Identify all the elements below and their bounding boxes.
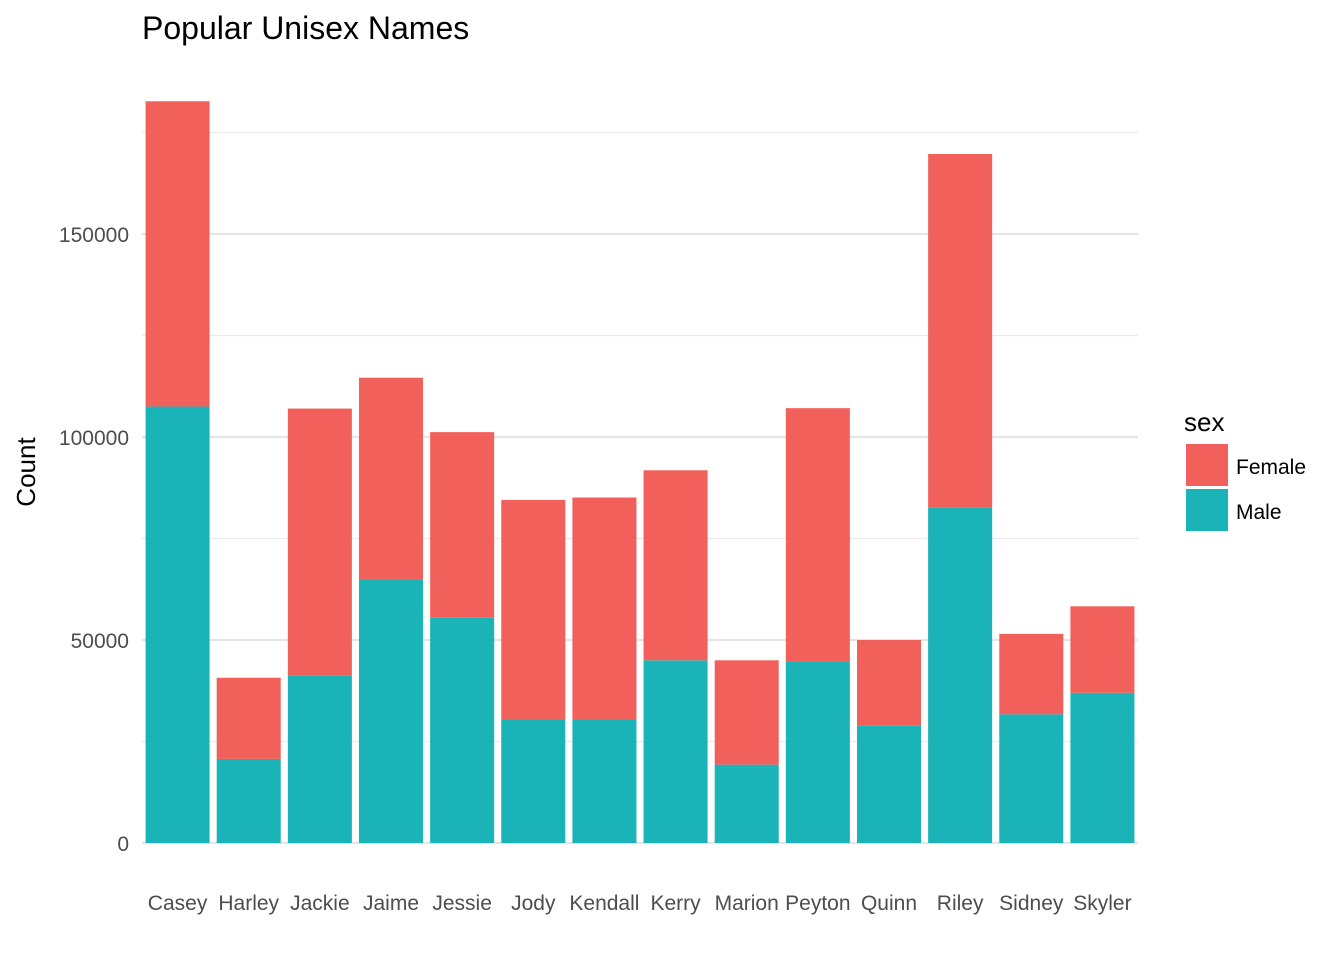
y-axis-title: Count (11, 437, 41, 507)
x-tick-label: Kerry (650, 892, 701, 915)
bar-male-quinn (856, 725, 922, 843)
bar-female-quinn (856, 640, 922, 726)
bar-male-skyler (1070, 692, 1135, 843)
bar-female-jessie (430, 432, 495, 618)
x-tick-label: Harley (218, 892, 279, 915)
bar-male-peyton (785, 661, 850, 843)
x-tick-label: Casey (148, 892, 208, 915)
x-tick-label: Riley (937, 892, 984, 915)
bar-female-marion (714, 660, 779, 765)
x-tick-label: Sidney (999, 892, 1064, 915)
bar-female-jody (501, 499, 566, 720)
y-tick-label: 50000 (71, 630, 129, 653)
bar-male-sidney (999, 714, 1064, 843)
x-tick-label: Jessie (432, 892, 492, 915)
bar-male-jaime (358, 579, 424, 843)
bar-male-jody (501, 719, 566, 843)
bar-male-kerry (643, 660, 708, 843)
x-tick-label: Kendall (569, 892, 639, 915)
x-tick-label: Jackie (290, 892, 350, 915)
chart-title: Popular Unisex Names (142, 10, 469, 46)
legend-key-male (1186, 489, 1228, 531)
bar-female-skyler (1070, 606, 1135, 693)
y-tick-label: 0 (117, 833, 129, 856)
bar-female-kendall (572, 497, 637, 720)
y-tick-label: 100000 (59, 427, 129, 450)
bar-female-casey (145, 101, 210, 407)
legend-label-female: Female (1236, 456, 1306, 479)
bar-female-sidney (999, 633, 1064, 715)
bar-male-harley (216, 758, 281, 843)
bar-female-jackie (287, 408, 352, 676)
bars (145, 101, 1135, 843)
bar-male-casey (145, 406, 210, 843)
bar-female-peyton (785, 408, 850, 662)
bar-male-kendall (572, 719, 637, 843)
bar-female-jaime (358, 377, 424, 580)
bar-female-kerry (643, 470, 708, 661)
legend-key-female (1186, 444, 1228, 486)
x-tick-label: Quinn (861, 892, 917, 915)
legend-label-male: Male (1236, 501, 1282, 524)
legend-title: sex (1184, 407, 1224, 437)
bar-male-jessie (430, 617, 495, 843)
x-tick-label: Marion (715, 892, 779, 915)
x-tick-label: Jody (511, 892, 556, 915)
bar-female-riley (928, 154, 993, 508)
x-tick-label: Peyton (785, 892, 850, 915)
x-tick-label: Jaime (363, 892, 419, 915)
bar-male-marion (714, 764, 779, 843)
legend: sex Female Male (1184, 407, 1306, 531)
x-tick-label: Skyler (1073, 892, 1131, 915)
y-axis-tick-labels: 0 50000 100000 150000 (59, 224, 129, 856)
bar-male-jackie (287, 675, 352, 843)
bar-male-riley (928, 507, 993, 843)
x-axis-tick-labels: Casey Harley Jackie Jaime Jessie Jody Kendall K… (148, 892, 1132, 915)
y-tick-label: 150000 (59, 224, 129, 247)
bar-female-harley (216, 677, 281, 759)
